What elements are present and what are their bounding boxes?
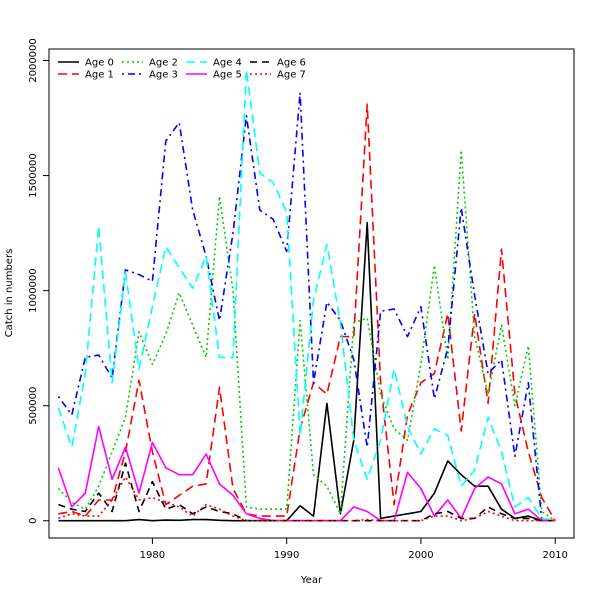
x-axis: 1980 1990 2000 2010: [140, 538, 568, 561]
series-line-age-2: [57, 149, 556, 522]
legend-label-age-3: Age 3: [149, 70, 178, 81]
series-line-age-3: [57, 91, 556, 522]
y-tick-label: 1500000: [28, 153, 39, 198]
x-tick-label: 1980: [140, 550, 165, 561]
y-tick-label: 0: [28, 518, 39, 524]
legend-label-age-1: Age 1: [85, 70, 114, 81]
legend-label-age-6: Age 6: [277, 58, 306, 69]
y-tick-label: 1000000: [28, 268, 39, 313]
y-tick-label: 500000: [28, 387, 39, 425]
legend-label-age-7: Age 7: [277, 70, 306, 81]
y-axis: 0 500000 1000000 1500000 2000000: [28, 38, 49, 524]
y-tick-label: 2000000: [28, 38, 39, 83]
plot-frame: [48, 48, 575, 539]
x-tick-label: 1990: [274, 550, 299, 561]
series-line-age-1: [58, 103, 556, 522]
series-line-age-5: [57, 425, 556, 522]
legend-label-age-0: Age 0: [85, 58, 114, 69]
series-line-age-7: [58, 476, 556, 522]
series-line-age-4: [57, 68, 556, 522]
series-line-age-0: [58, 221, 556, 522]
x-axis-title: Year: [300, 575, 323, 586]
legend-label-age-4: Age 4: [213, 58, 242, 69]
legend-label-age-5: Age 5: [213, 70, 242, 81]
series-layer: [57, 68, 556, 522]
x-tick-label: 2010: [542, 550, 567, 561]
legend-label-age-2: Age 2: [149, 58, 178, 69]
x-tick-label: 2000: [408, 550, 433, 561]
y-axis-title: Catch in numbers: [4, 249, 15, 338]
